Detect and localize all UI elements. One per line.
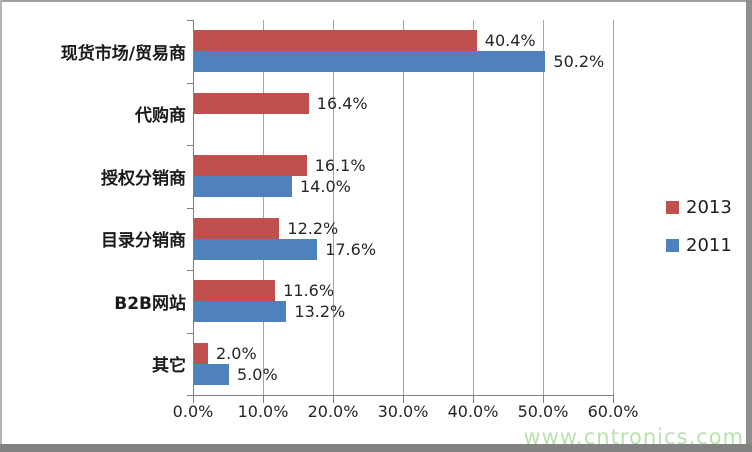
bar-value-label: 17.6%	[325, 239, 377, 259]
x-axis-tick-label: 0.0%	[172, 402, 214, 421]
x-axis-tick-label: 10.0%	[237, 402, 289, 421]
bar-2013-授权分销商	[194, 155, 307, 177]
bar-value-label: 5.0%	[237, 364, 278, 384]
category-label: 授权分销商	[101, 168, 186, 189]
x-axis-tick-label: 30.0%	[377, 402, 429, 421]
gridline	[543, 20, 544, 395]
bar-2013-代购商	[194, 92, 309, 114]
bar-value-label: 50.2%	[553, 52, 605, 72]
x-axis-tick-label: 60.0%	[587, 402, 639, 421]
category-axis-tick	[187, 208, 193, 209]
x-axis-tick	[193, 396, 194, 403]
category-label: 目录分销商	[101, 231, 186, 252]
category-axis-labels: 现货市场/贸易商代购商授权分销商目录分销商 B2B网站其它	[4, 20, 186, 395]
bar-2013-B2B网站	[194, 280, 276, 302]
bar-value-label: 16.1%	[314, 156, 366, 176]
x-axis-tick	[403, 396, 404, 403]
bar-2011-授权分销商	[194, 176, 292, 198]
x-axis-tick-label: 50.0%	[517, 402, 569, 421]
category-axis-tick	[187, 20, 193, 21]
frame-border-right	[746, 0, 752, 445]
legend-item-2013: 2013	[666, 196, 732, 218]
gridline	[333, 20, 334, 395]
category-label: 代购商	[135, 106, 186, 127]
x-axis-tick-label: 40.0%	[447, 402, 499, 421]
bar-value-label: 12.2%	[287, 218, 339, 238]
category-label: B2B网站	[114, 293, 186, 314]
legend-item-2011: 2011	[666, 234, 732, 256]
category-axis-tick	[187, 333, 193, 334]
bar-2013-现货市场/贸易商	[194, 30, 477, 52]
x-axis-tick	[473, 396, 474, 403]
frame-border-top	[0, 0, 752, 2]
x-axis-tick-label: 20.0%	[307, 402, 359, 421]
gridline	[403, 20, 404, 395]
bar-value-label: 11.6%	[283, 281, 335, 301]
category-axis-tick	[187, 83, 193, 84]
category-label: 现货市场/贸易商	[60, 43, 186, 64]
bar-value-label: 2.0%	[216, 343, 257, 363]
legend-label: 2013	[686, 196, 732, 218]
plot-area: 40.4% 50.2% 16.4% 16.1% 14.0% 12.2% 17.6% 11.6%…	[187, 20, 614, 403]
legend: 2013 2011	[666, 197, 732, 273]
bar-2013-目录分销商	[194, 217, 280, 239]
x-axis-tick	[543, 396, 544, 403]
category-label: 其它	[152, 356, 186, 377]
bar-2013-其它	[194, 342, 208, 364]
legend-swatch-2013	[666, 200, 679, 214]
bar-2011-B2B网站	[194, 301, 287, 323]
frame-border-left	[0, 0, 2, 445]
bar-value-label: 40.4%	[484, 31, 536, 51]
x-axis-tick	[613, 396, 614, 403]
frame-border-bottom	[0, 444, 752, 452]
gridline	[473, 20, 474, 395]
bar-2011-其它	[194, 363, 229, 385]
category-axis-tick	[187, 270, 193, 271]
x-axis-tick	[263, 396, 264, 403]
legend-swatch-2011	[666, 238, 679, 252]
category-axis-tick	[187, 145, 193, 146]
bar-2011-现货市场/贸易商	[194, 51, 546, 73]
bar-value-label: 14.0%	[300, 177, 351, 197]
bar-value-label: 16.4%	[316, 93, 368, 113]
bar-value-label: 13.2%	[294, 302, 346, 322]
x-axis-tick	[333, 396, 334, 403]
bar-2011-目录分销商	[194, 238, 318, 260]
gridline	[613, 20, 614, 395]
legend-label: 2011	[686, 234, 732, 256]
category-axis-tick	[187, 395, 193, 396]
gridline	[263, 20, 264, 395]
